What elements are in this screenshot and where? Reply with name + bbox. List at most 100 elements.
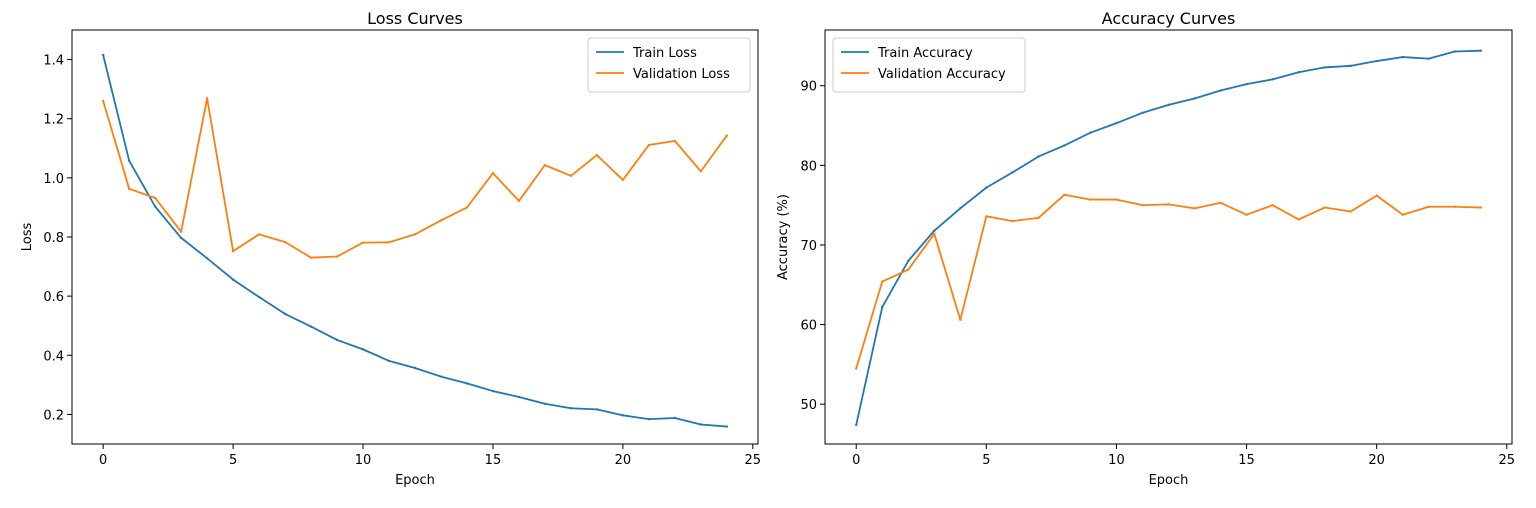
data-point-train-loss bbox=[465, 382, 469, 385]
data-point-validation-accuracy bbox=[1167, 203, 1170, 206]
data-point-train-loss bbox=[179, 236, 183, 240]
data-point-validation-accuracy bbox=[1323, 206, 1326, 209]
data-point-validation-loss bbox=[439, 219, 443, 222]
legend-label: Train Accuracy bbox=[877, 46, 973, 61]
data-point-train-loss bbox=[621, 414, 625, 417]
data-point-validation-accuracy bbox=[1479, 206, 1482, 209]
x-tick-label: 25 bbox=[1499, 453, 1516, 468]
data-point-validation-loss bbox=[257, 233, 261, 236]
x-tick-label: 0 bbox=[852, 453, 860, 468]
data-point-validation-accuracy bbox=[1037, 216, 1040, 220]
data-point-train-loss bbox=[153, 205, 157, 208]
data-point-train-loss bbox=[673, 416, 677, 420]
x-tick-label: 15 bbox=[485, 453, 502, 468]
legend-box bbox=[587, 37, 751, 93]
data-point-validation-loss bbox=[335, 255, 339, 258]
data-point-train-accuracy bbox=[1453, 50, 1456, 53]
chart-loss: Loss Curves 0 5 10 15 20 25 0.2 0.4 0.6 0.8 1.0 1.2 1… bbox=[20, 9, 761, 488]
data-point-train-accuracy bbox=[959, 207, 962, 210]
data-point-validation-accuracy bbox=[855, 367, 858, 370]
data-point-validation-accuracy bbox=[1245, 213, 1248, 216]
y-tick-label: 1.0 bbox=[43, 172, 64, 187]
data-point-train-loss bbox=[699, 423, 703, 426]
data-point-train-loss bbox=[309, 325, 313, 328]
data-point-validation-accuracy bbox=[1011, 219, 1014, 223]
data-point-validation-accuracy bbox=[1089, 198, 1092, 201]
y-tick-label: 0.6 bbox=[43, 290, 64, 305]
data-point-validation-loss bbox=[465, 206, 469, 209]
data-point-validation-loss bbox=[621, 178, 625, 182]
data-point-validation-loss bbox=[595, 153, 599, 157]
data-point-validation-accuracy bbox=[1271, 203, 1274, 207]
data-point-validation-accuracy bbox=[1141, 203, 1144, 207]
data-point-train-accuracy bbox=[1375, 59, 1378, 63]
x-tick-label: 20 bbox=[1368, 453, 1385, 468]
data-point-validation-accuracy bbox=[959, 318, 962, 321]
data-point-validation-accuracy bbox=[933, 232, 936, 236]
data-point-validation-loss bbox=[517, 199, 521, 203]
data-point-train-loss bbox=[335, 338, 339, 342]
legend-box bbox=[832, 37, 1026, 93]
series-line-train-accuracy bbox=[855, 49, 1482, 426]
data-point-validation-loss bbox=[491, 171, 495, 175]
y-tick-label: 0.4 bbox=[43, 349, 64, 364]
data-point-train-accuracy bbox=[1037, 155, 1040, 158]
data-point-train-accuracy bbox=[1297, 70, 1300, 74]
data-point-validation-loss bbox=[361, 241, 365, 244]
data-point-train-accuracy bbox=[1401, 55, 1404, 59]
data-point-train-accuracy bbox=[933, 229, 936, 232]
legend-label: Validation Loss bbox=[633, 67, 730, 82]
data-point-train-accuracy bbox=[1349, 64, 1352, 68]
data-point-validation-loss bbox=[543, 163, 547, 167]
data-point-train-accuracy bbox=[1427, 57, 1430, 60]
data-point-train-accuracy bbox=[1011, 171, 1014, 174]
x-tick-label: 25 bbox=[745, 453, 762, 468]
x-tick-label: 10 bbox=[355, 453, 372, 468]
data-point-validation-loss bbox=[647, 143, 651, 147]
series-line-train-loss bbox=[102, 54, 728, 428]
data-point-train-accuracy bbox=[881, 305, 884, 309]
data-point-validation-loss bbox=[231, 249, 235, 253]
data-point-train-accuracy bbox=[855, 423, 858, 427]
data-point-validation-accuracy bbox=[1193, 207, 1196, 210]
data-point-validation-accuracy bbox=[1375, 194, 1378, 197]
x-axis-label: Epoch bbox=[395, 473, 435, 488]
data-point-validation-accuracy bbox=[985, 215, 988, 218]
data-point-train-loss bbox=[127, 159, 131, 162]
data-point-train-accuracy bbox=[907, 259, 910, 263]
data-point-train-loss bbox=[361, 348, 365, 351]
y-tick-label: 1.4 bbox=[43, 54, 64, 69]
data-point-validation-loss bbox=[283, 240, 287, 244]
data-point-train-loss bbox=[413, 366, 417, 370]
data-point-validation-accuracy bbox=[907, 268, 910, 271]
data-point-validation-loss bbox=[101, 99, 105, 103]
data-point-train-accuracy bbox=[1193, 97, 1196, 100]
y-tick-label: 0.8 bbox=[43, 231, 64, 246]
y-tick-label: 50 bbox=[800, 398, 817, 413]
data-point-validation-loss bbox=[673, 139, 677, 143]
data-point-validation-loss bbox=[699, 170, 703, 173]
data-point-train-accuracy bbox=[1245, 82, 1248, 86]
data-point-train-accuracy bbox=[1479, 49, 1482, 52]
data-point-validation-loss bbox=[387, 241, 391, 244]
data-point-train-accuracy bbox=[1089, 131, 1092, 134]
data-point-train-accuracy bbox=[1115, 121, 1118, 125]
data-point-validation-loss bbox=[309, 256, 313, 259]
chart-title: Loss Curves bbox=[367, 9, 463, 28]
y-tick-label: 70 bbox=[800, 239, 817, 254]
y-tick-label: 60 bbox=[800, 319, 817, 334]
series-line-validation-accuracy bbox=[855, 193, 1482, 370]
data-point-validation-accuracy bbox=[1453, 205, 1456, 208]
data-point-validation-accuracy bbox=[1349, 210, 1352, 213]
legend-label: Validation Accuracy bbox=[878, 67, 1006, 82]
x-tick-label: 15 bbox=[1238, 453, 1255, 468]
chart-title: Accuracy Curves bbox=[1102, 9, 1236, 28]
legend-label: Train Loss bbox=[632, 46, 697, 61]
data-point-train-loss bbox=[283, 312, 287, 316]
data-point-validation-loss bbox=[153, 196, 157, 200]
data-point-train-accuracy bbox=[1219, 89, 1222, 92]
x-tick-label: 10 bbox=[1108, 453, 1125, 468]
data-point-train-accuracy bbox=[1167, 103, 1170, 107]
data-point-validation-loss bbox=[179, 230, 183, 233]
